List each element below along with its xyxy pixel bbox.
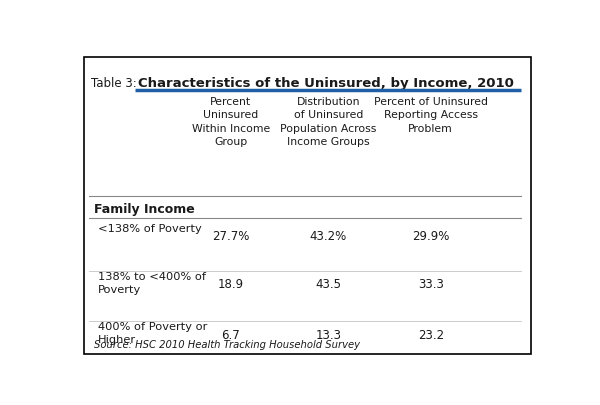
FancyBboxPatch shape xyxy=(84,58,531,354)
Text: Distribution
of Uninsured
Population Across
Income Groups: Distribution of Uninsured Population Acr… xyxy=(280,97,377,147)
Text: Source: HSC 2010 Health Tracking Household Survey: Source: HSC 2010 Health Tracking Househo… xyxy=(94,339,359,349)
Text: 6.7: 6.7 xyxy=(221,328,240,341)
Text: 43.2%: 43.2% xyxy=(310,230,347,243)
Text: Percent of Uninsured
Reporting Access
Problem: Percent of Uninsured Reporting Access Pr… xyxy=(374,97,488,133)
Text: 13.3: 13.3 xyxy=(316,328,341,341)
Text: 27.7%: 27.7% xyxy=(212,230,250,243)
Text: Percent
Uninsured
Within Income
Group: Percent Uninsured Within Income Group xyxy=(191,97,270,147)
Text: 29.9%: 29.9% xyxy=(412,230,449,243)
Text: 138% to <400% of
Poverty: 138% to <400% of Poverty xyxy=(98,272,206,295)
Text: 33.3: 33.3 xyxy=(418,278,443,291)
Text: <138% of Poverty: <138% of Poverty xyxy=(98,223,202,233)
Text: 400% of Poverty or
Higher: 400% of Poverty or Higher xyxy=(98,322,208,345)
Text: 23.2: 23.2 xyxy=(418,328,444,341)
Text: Family Income: Family Income xyxy=(94,202,194,215)
Text: 43.5: 43.5 xyxy=(316,278,341,291)
Text: 18.9: 18.9 xyxy=(218,278,244,291)
Text: Characteristics of the Uninsured, by Income, 2010: Characteristics of the Uninsured, by Inc… xyxy=(138,77,514,90)
Text: Table 3:: Table 3: xyxy=(91,77,137,90)
